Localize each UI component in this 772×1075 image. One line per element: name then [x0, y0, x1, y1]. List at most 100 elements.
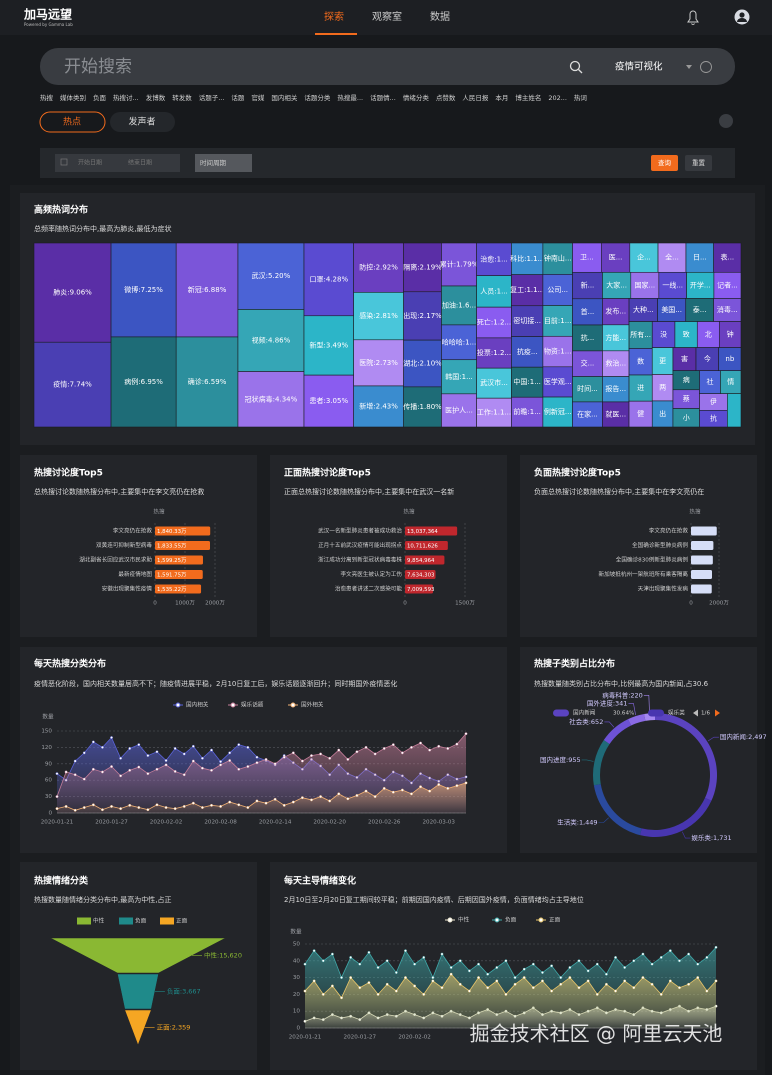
data-point — [364, 789, 368, 793]
data-point — [410, 746, 413, 749]
treemap-cell — [303, 374, 354, 428]
data-point — [687, 982, 690, 986]
data-point — [449, 966, 453, 969]
data-point — [346, 797, 350, 801]
search-tag[interactable]: 202... — [548, 94, 567, 102]
data-point — [173, 747, 177, 750]
data-point — [437, 744, 441, 748]
search-icon[interactable] — [569, 60, 581, 72]
data-point — [73, 759, 77, 763]
reset-button[interactable] — [685, 155, 712, 171]
search-tag[interactable]: 热搜最... — [337, 93, 363, 102]
legend-swatch — [553, 709, 569, 717]
search-tag[interactable]: 负面 — [93, 93, 107, 102]
data-point — [373, 752, 377, 756]
search-scope[interactable]: 疫情可视化 — [615, 61, 663, 73]
data-point — [228, 751, 232, 755]
data-point — [64, 770, 68, 774]
search-bar[interactable] — [40, 48, 735, 85]
search-tag[interactable]: 点赞数 — [436, 93, 456, 102]
search-tag[interactable]: 情绪分类 — [403, 93, 430, 102]
search-tag[interactable]: 热搜 — [40, 93, 54, 102]
tab-bg[interactable] — [110, 112, 175, 132]
data-point — [641, 952, 645, 956]
treemap-label: 医... — [609, 254, 623, 262]
search-tag[interactable]: 话题子... — [199, 93, 225, 102]
data-point — [382, 787, 386, 790]
bell-icon[interactable] — [687, 10, 699, 26]
data-point — [210, 748, 213, 752]
search-tag[interactable]: 热词 — [574, 93, 587, 102]
legend-next[interactable] — [715, 709, 720, 717]
data-point — [119, 807, 123, 811]
search-tag[interactable]: 发博数 — [146, 93, 166, 102]
bar-value-label: 10,711,626 — [407, 544, 438, 550]
period-label[interactable]: 时间周期 — [200, 158, 227, 167]
search-tag[interactable]: 话题情... — [370, 93, 396, 102]
search-tag[interactable]: 官媒 — [251, 93, 265, 102]
treemap-label: 卫... — [580, 254, 594, 262]
funnel-label: 正面:2,359 — [157, 1024, 191, 1032]
series-line — [304, 947, 717, 979]
data-point — [678, 959, 681, 963]
query-label[interactable]: 查询 — [658, 158, 672, 167]
search-tag[interactable]: 博主姓名 — [515, 93, 541, 102]
search-tag[interactable]: 人民日报 — [462, 93, 489, 102]
treemap-cell — [572, 376, 603, 403]
data-point — [282, 755, 286, 759]
data-point — [319, 795, 322, 798]
tab[interactable]: 发声者 — [128, 116, 155, 128]
y-tick-label: 50 — [293, 942, 301, 948]
tab-active[interactable] — [39, 111, 106, 133]
search-tag[interactable]: 热搜讨... — [113, 93, 139, 102]
data-point — [228, 759, 232, 762]
legend-prev[interactable] — [693, 709, 698, 717]
data-point — [303, 989, 307, 993]
help-icon[interactable] — [700, 61, 712, 73]
search-tag[interactable]: 话题分类 — [304, 93, 331, 102]
data-point — [467, 969, 471, 973]
search-tag[interactable]: 话题 — [231, 93, 245, 102]
legend-label: 正面 — [549, 917, 561, 924]
nav-item[interactable]: 数据 — [430, 10, 450, 23]
series-area — [305, 974, 716, 1028]
treemap-label: 前瞻:1... — [513, 407, 541, 416]
treemap-label: 韩国:1... — [445, 372, 473, 381]
treemap-cell — [630, 271, 660, 299]
treemap-label: 病 — [683, 375, 690, 384]
settings-icon[interactable] — [719, 114, 733, 128]
x-tick-label: 2020-02-08 — [204, 820, 237, 826]
reset-label[interactable]: 重置 — [692, 159, 706, 167]
data-point — [458, 982, 462, 986]
data-point — [595, 993, 599, 996]
nav-item[interactable]: 观察室 — [372, 10, 402, 23]
treemap-label: 确诊:6.59% — [188, 377, 227, 386]
dropdown-caret[interactable] — [686, 65, 692, 69]
bar — [691, 584, 712, 594]
search-tag[interactable]: 国内相关 — [271, 93, 298, 102]
treemap-label: 出 — [659, 409, 666, 418]
date-range-input[interactable] — [55, 154, 180, 172]
end-date[interactable]: 结束日期 — [128, 159, 152, 167]
data-point — [428, 789, 432, 793]
search-tag[interactable]: 本月 — [495, 93, 508, 102]
period-select[interactable] — [195, 154, 252, 172]
query-button[interactable] — [651, 155, 678, 171]
data-point — [431, 976, 435, 979]
data-point — [55, 795, 59, 798]
search-tag[interactable]: 媒体类别 — [60, 93, 86, 102]
search-placeholder[interactable]: 开始搜索 — [64, 57, 132, 77]
start-date[interactable]: 开始日期 — [78, 159, 102, 167]
x-tick-label: 1000万 — [175, 600, 195, 607]
bar — [691, 555, 713, 565]
panel-subtitle: 热搜数量随类别占比分布中,比例最高为国内新闻,占30.6 — [534, 679, 709, 688]
search-tag[interactable]: 转发数 — [172, 93, 192, 102]
tab[interactable]: 热点 — [63, 116, 81, 128]
x-tick-label: 2020-03-03 — [422, 820, 455, 826]
logo[interactable]: 加马远望 — [23, 7, 72, 22]
nav-item[interactable]: 探索 — [324, 10, 344, 23]
treemap-cell — [658, 271, 687, 299]
data-point — [550, 964, 553, 968]
data-point — [428, 748, 432, 752]
treemap-label: 目前:1... — [544, 316, 572, 325]
